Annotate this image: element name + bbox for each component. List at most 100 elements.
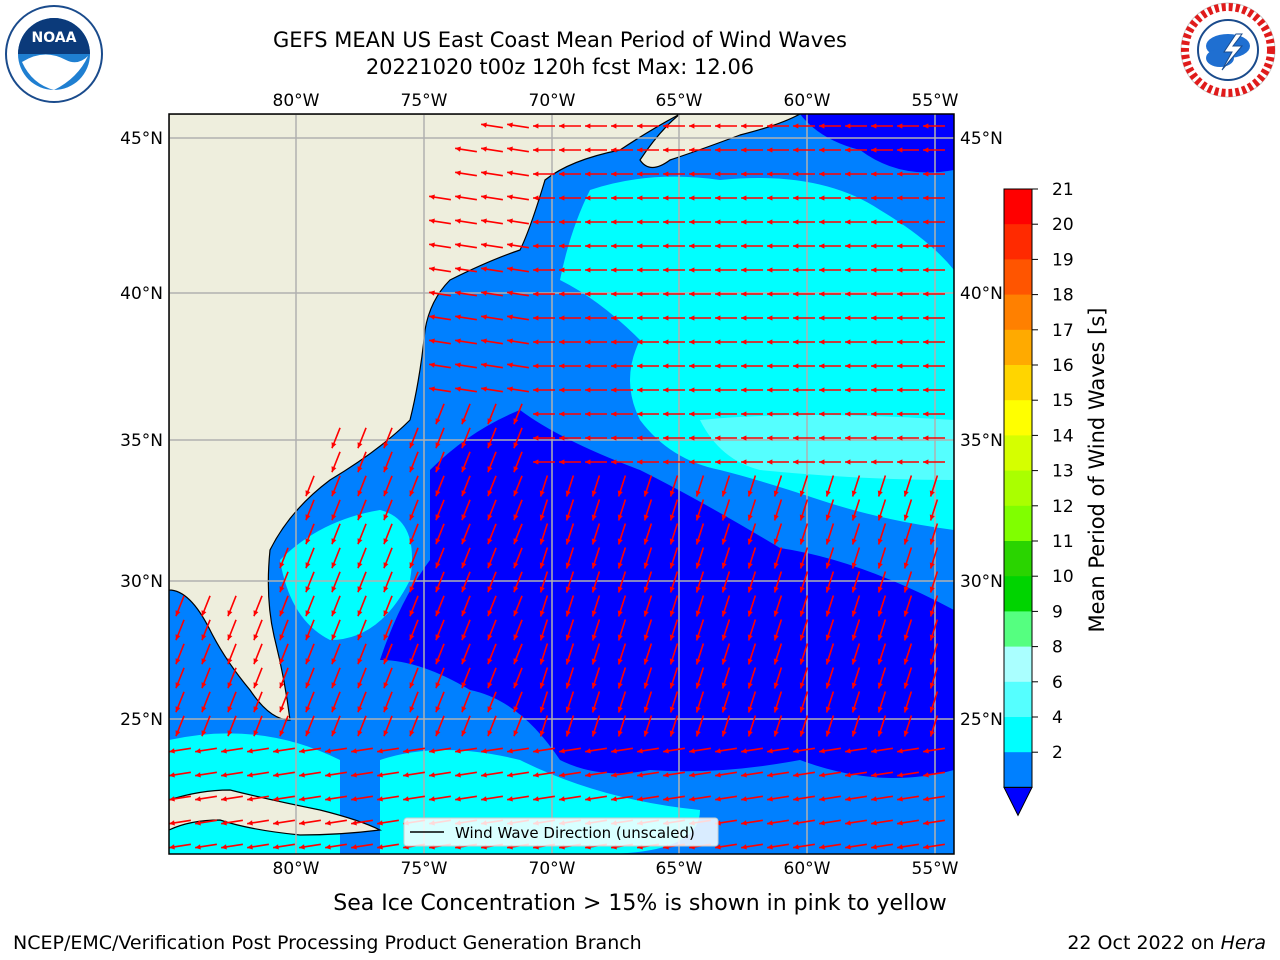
wave-direction-arrowhead (565, 514, 571, 521)
wave-direction-arrowhead (741, 748, 747, 754)
wave-direction-arrowhead (819, 147, 825, 153)
wave-direction-arrowhead (487, 706, 493, 713)
wave-direction-arrowhead (793, 387, 799, 393)
wave-direction-arrowhead (767, 123, 773, 129)
wave-direction-arrowhead (663, 315, 669, 321)
wave-direction-arrowhead (533, 171, 539, 177)
wave-direction-arrowhead (747, 682, 753, 689)
wave-direction-arrowhead (611, 315, 617, 321)
wave-direction-arrowhead (747, 634, 753, 641)
colorbar-tick-label: 15 (1052, 391, 1074, 411)
wave-direction-arrowhead (923, 411, 929, 417)
wave-direction-arrowhead (253, 730, 259, 737)
lon-label: 65°W (656, 859, 703, 879)
wave-direction-arrowhead (923, 195, 929, 201)
wave-direction-arrowhead (819, 291, 825, 297)
wave-direction-arrowhead (559, 459, 565, 465)
wave-direction-arrowhead (435, 562, 441, 569)
wave-direction-arrowhead (559, 171, 565, 177)
wave-direction-arrowhead (279, 730, 285, 737)
wave-direction-arrowhead (461, 682, 467, 689)
wave-direction-arrowhead (487, 586, 493, 593)
wave-direction-arrowhead (513, 514, 519, 521)
wave-direction-arrowhead (663, 195, 669, 201)
wave-direction-arrowhead (793, 147, 799, 153)
wave-direction-arrowhead (845, 459, 851, 465)
wave-direction-arrowhead (559, 291, 565, 297)
wave-direction-arrowhead (877, 706, 883, 713)
wave-direction-arrowhead (923, 171, 929, 177)
wave-direction-arrowhead (429, 242, 435, 248)
wave-direction-arrowhead (565, 658, 571, 665)
wave-direction-arrowhead (299, 772, 305, 778)
wave-direction-arrowhead (903, 658, 909, 665)
wave-direction-arrowhead (845, 796, 851, 802)
colorbar-segment (1004, 681, 1032, 718)
colorbar-segment (1004, 752, 1032, 788)
wave-direction-arrowhead (715, 315, 721, 321)
wave-direction-arrowhead (325, 772, 331, 778)
wave-direction-arrowhead (825, 730, 831, 737)
wave-direction-arrowhead (741, 435, 747, 441)
wave-direction-arrowhead (773, 586, 779, 593)
wave-direction-arrowhead (481, 748, 487, 754)
wave-direction-arrowhead (585, 411, 591, 417)
wave-direction-arrowhead (455, 386, 461, 392)
wave-direction-arrowhead (565, 610, 571, 617)
wave-direction-arrowhead (331, 466, 337, 473)
wave-direction-arrowhead (591, 586, 597, 593)
wave-direction-arrowhead (435, 658, 441, 665)
wave-direction-arrowhead (435, 538, 441, 545)
wave-direction-arrowhead (903, 538, 909, 545)
wave-direction-arrowhead (637, 195, 643, 201)
wave-direction-arrowhead (663, 411, 669, 417)
colorbar-tick-label: 13 (1052, 462, 1074, 482)
wave-direction-arrowhead (455, 772, 461, 778)
wave-direction-arrowhead (409, 586, 415, 593)
wave-direction-arrowhead (845, 195, 851, 201)
wave-direction-arrowhead (247, 820, 253, 826)
colorbar-tick-label: 11 (1052, 532, 1074, 552)
wave-direction-arrowhead (429, 796, 435, 802)
wave-direction-arrowhead (929, 706, 935, 713)
wave-direction-arrowhead (897, 267, 903, 273)
wave-direction-arrowhead (851, 538, 857, 545)
wave-direction-arrowhead (715, 748, 721, 754)
wave-direction-arrowhead (923, 363, 929, 369)
wave-direction-arrowhead (227, 730, 233, 737)
wave-direction-arrowhead (643, 682, 649, 689)
lat-label: 25°N (960, 710, 1003, 730)
wave-direction-arrowhead (689, 796, 695, 802)
wave-direction-arrowhead (689, 267, 695, 273)
wave-direction-arrowhead (357, 538, 363, 545)
wave-direction-arrowhead (747, 586, 753, 593)
colorbar-segment (1004, 435, 1032, 472)
colorbar-tick-label: 6 (1052, 673, 1063, 693)
wave-direction-arrowhead (539, 610, 545, 617)
wave-direction-arrowhead (331, 514, 337, 521)
wave-direction-arrowhead (663, 796, 669, 802)
wave-direction-arrowhead (201, 706, 207, 713)
wave-direction-arrowhead (897, 435, 903, 441)
colorbar-tick-label: 20 (1052, 215, 1074, 235)
wave-direction-arrowhead (253, 706, 259, 713)
wave-direction-arrowhead (487, 730, 493, 737)
wave-direction-arrowhead (455, 170, 461, 176)
wave-direction-arrowhead (923, 844, 929, 850)
wave-direction-arrowhead (825, 610, 831, 617)
wave-direction-arrowhead (793, 459, 799, 465)
wave-direction-arrowhead (357, 706, 363, 713)
wave-direction-arrowhead (585, 147, 591, 153)
wave-direction-arrowhead (461, 490, 467, 497)
lat-label: 25°N (120, 710, 163, 730)
wave-direction-arrowhead (819, 339, 825, 345)
wave-direction-arrowhead (773, 490, 779, 497)
wave-direction-arrowhead (487, 682, 493, 689)
wave-direction-arrowhead (585, 748, 591, 754)
wave-direction-arrowhead (175, 706, 181, 713)
wave-direction-arrowhead (585, 267, 591, 273)
wave-direction-arrowhead (357, 610, 363, 617)
wave-direction-arrowhead (923, 796, 929, 802)
wave-direction-arrowhead (513, 730, 519, 737)
wave-direction-arrowhead (845, 411, 851, 417)
